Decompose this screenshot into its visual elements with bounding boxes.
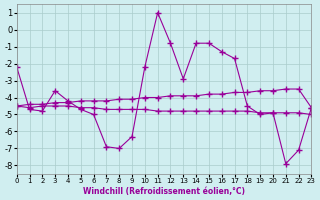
X-axis label: Windchill (Refroidissement éolien,°C): Windchill (Refroidissement éolien,°C) [83, 187, 245, 196]
